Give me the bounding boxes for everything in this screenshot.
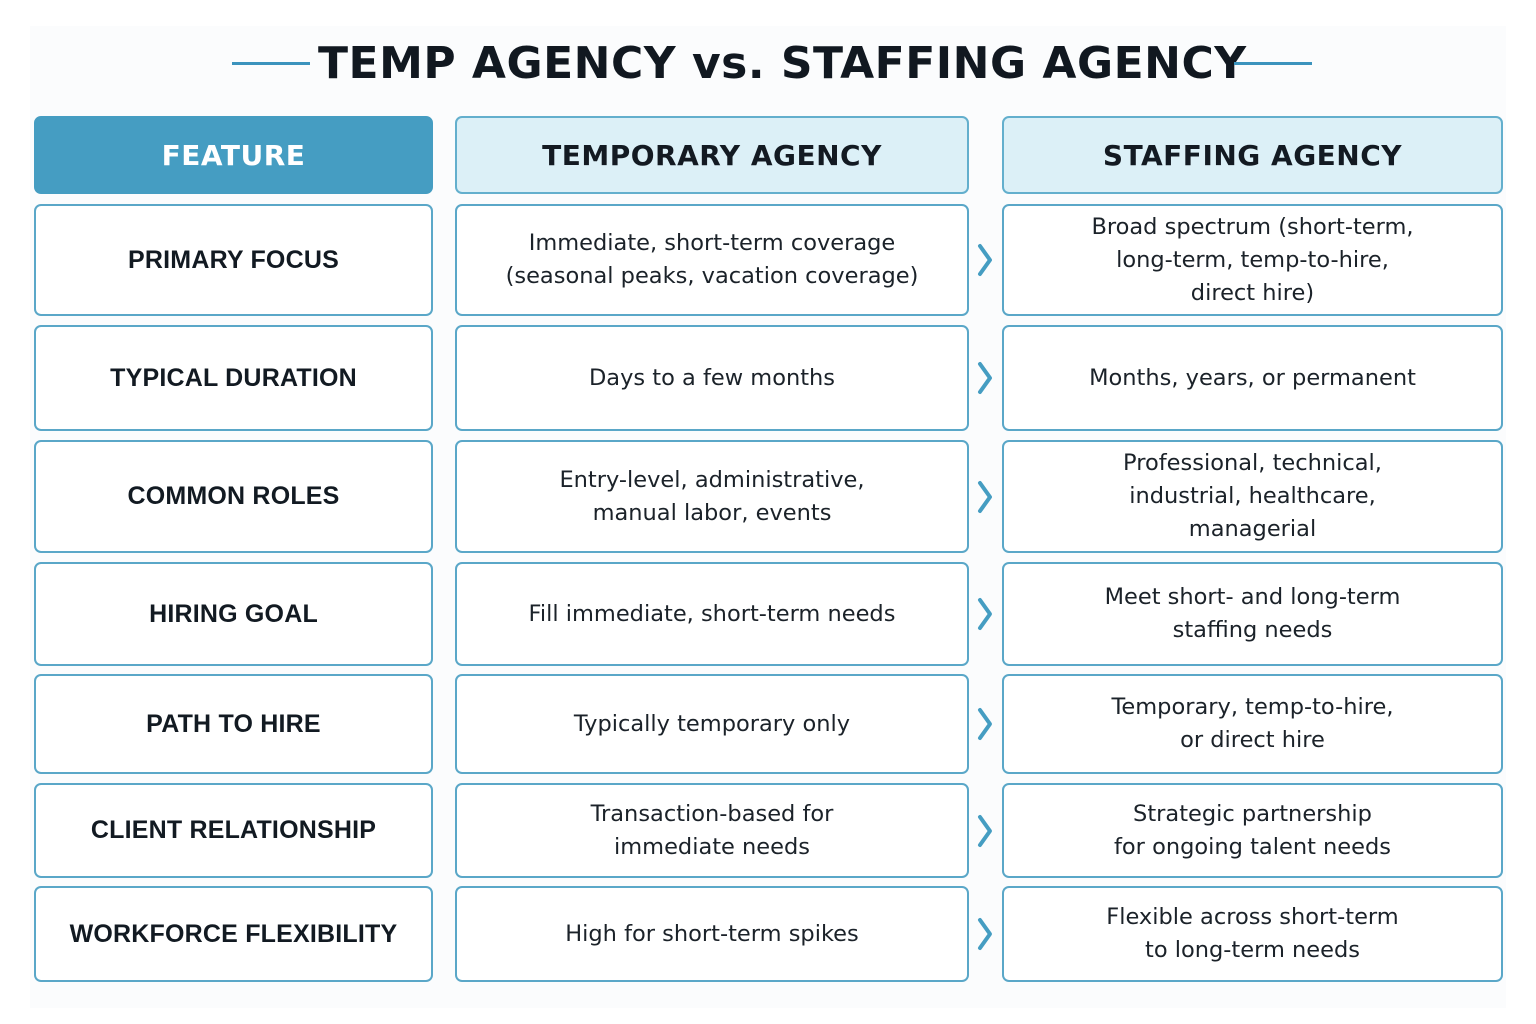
cell-temporary: High for short-term spikes: [455, 886, 969, 982]
cell-staffing: Meet short- and long-term staffing needs: [1002, 562, 1503, 666]
title-rule-right: [1234, 62, 1312, 65]
header-temporary-agency: TEMPORARY AGENCY: [455, 116, 969, 194]
cell-staffing: Professional, technical, industrial, heal…: [1002, 440, 1503, 553]
cell-text-line: High for short-term spikes: [565, 920, 859, 947]
cell-text-line: (seasonal peaks, vacation coverage): [505, 263, 919, 289]
cell-text-line: to long-term needs: [1145, 937, 1360, 963]
title-rule-left: [232, 62, 310, 65]
cell-text: Transaction-based for immediate needs: [591, 798, 834, 864]
cell-text-line: Strategic partnership: [1133, 800, 1372, 827]
chevron-right-icon: [974, 240, 996, 280]
cell-text: Entry-level, administrative, manual labor…: [559, 464, 864, 530]
cell-temporary: Immediate, short-term coverage (seasonal …: [455, 204, 969, 316]
cell-staffing: Months, years, or permanent: [1002, 325, 1503, 431]
cell-text: Meet short- and long-term staffing needs: [1105, 581, 1401, 647]
cell-text-line: Temporary, temp-to-hire,: [1111, 694, 1394, 720]
cell-text-line: long-term, temp-to-hire,: [1116, 246, 1389, 273]
cell-text-line: Transaction-based for: [590, 800, 834, 827]
cell-text: High for short-term spikes: [565, 918, 859, 951]
cell-text-line: Immediate, short-term coverage: [528, 230, 896, 256]
cell-temporary: Entry-level, administrative, manual labor…: [455, 440, 969, 553]
cell-text-line: industrial, healthcare,: [1129, 483, 1376, 509]
chevron-right-icon: [974, 914, 996, 954]
page-title: TEMP AGENCY vs. STAFFING AGENCY: [318, 38, 1247, 89]
cell-feature: PATH TO HIRE: [34, 674, 433, 774]
cell-text-line: Professional, technical,: [1123, 450, 1382, 476]
cell-staffing: Flexible across short-term to long-term n…: [1002, 886, 1503, 982]
cell-feature: COMMON ROLES: [34, 440, 433, 553]
cell-text: Strategic partnership for ongoing talent …: [1114, 798, 1391, 864]
cell-feature: WORKFORCE FLEXIBILITY: [34, 886, 433, 982]
header-feature: FEATURE: [34, 116, 433, 194]
title-row: TEMP AGENCY vs. STAFFING AGENCY: [0, 36, 1536, 92]
cell-text-line: Months, years, or permanent: [1089, 364, 1416, 391]
cell-temporary: Typically temporary only: [455, 674, 969, 774]
cell-staffing: Strategic partnership for ongoing talent …: [1002, 783, 1503, 878]
cell-text-line: managerial: [1188, 516, 1317, 542]
cell-text-line: for ongoing talent needs: [1114, 833, 1391, 860]
cell-text-line: direct hire): [1190, 279, 1315, 306]
cell-text: Months, years, or permanent: [1089, 362, 1416, 395]
cell-text-line: Broad spectrum (short-term,: [1091, 213, 1414, 240]
cell-feature: PRIMARY FOCUS: [34, 204, 433, 316]
header-staffing-agency: STAFFING AGENCY: [1002, 116, 1503, 194]
cell-text-line: Days to a few months: [588, 364, 836, 391]
cell-text-line: Flexible across short-term: [1106, 904, 1399, 930]
cell-temporary: Transaction-based for immediate needs: [455, 783, 969, 878]
cell-feature: CLIENT RELATIONSHIP: [34, 783, 433, 878]
cell-text-line: Fill immediate, short-term needs: [528, 600, 896, 627]
cell-feature: HIRING GOAL: [34, 562, 433, 666]
cell-text: Professional, technical, industrial, heal…: [1123, 447, 1382, 546]
cell-text-line: immediate needs: [613, 833, 811, 860]
cell-temporary: Fill immediate, short-term needs: [455, 562, 969, 666]
chevron-right-icon: [974, 358, 996, 398]
cell-text-line: manual labor, events: [592, 499, 832, 526]
cell-text: Immediate, short-term coverage (seasonal …: [506, 227, 919, 293]
cell-text: Flexible across short-term to long-term n…: [1106, 901, 1398, 967]
chevron-right-icon: [974, 704, 996, 744]
cell-text: Temporary, temp-to-hire, or direct hire: [1111, 691, 1393, 757]
cell-feature: TYPICAL DURATION: [34, 325, 433, 431]
chevron-right-icon: [974, 811, 996, 851]
cell-text: Broad spectrum (short-term, long-term, te…: [1091, 211, 1413, 310]
cell-text: Days to a few months: [589, 362, 835, 395]
cell-staffing: Temporary, temp-to-hire, or direct hire: [1002, 674, 1503, 774]
cell-staffing: Broad spectrum (short-term, long-term, te…: [1002, 204, 1503, 316]
cell-text-line: Entry-level, administrative,: [559, 466, 865, 493]
cell-text-line: Typically temporary only: [573, 710, 851, 737]
cell-text-line: staffing needs: [1172, 617, 1333, 643]
chevron-right-icon: [974, 477, 996, 517]
cell-text-line: Meet short- and long-term: [1104, 584, 1401, 610]
chevron-right-icon: [974, 594, 996, 634]
cell-text: Fill immediate, short-term needs: [529, 598, 896, 631]
cell-temporary: Days to a few months: [455, 325, 969, 431]
cell-text-line: or direct hire: [1180, 727, 1325, 753]
cell-text: Typically temporary only: [574, 708, 850, 741]
